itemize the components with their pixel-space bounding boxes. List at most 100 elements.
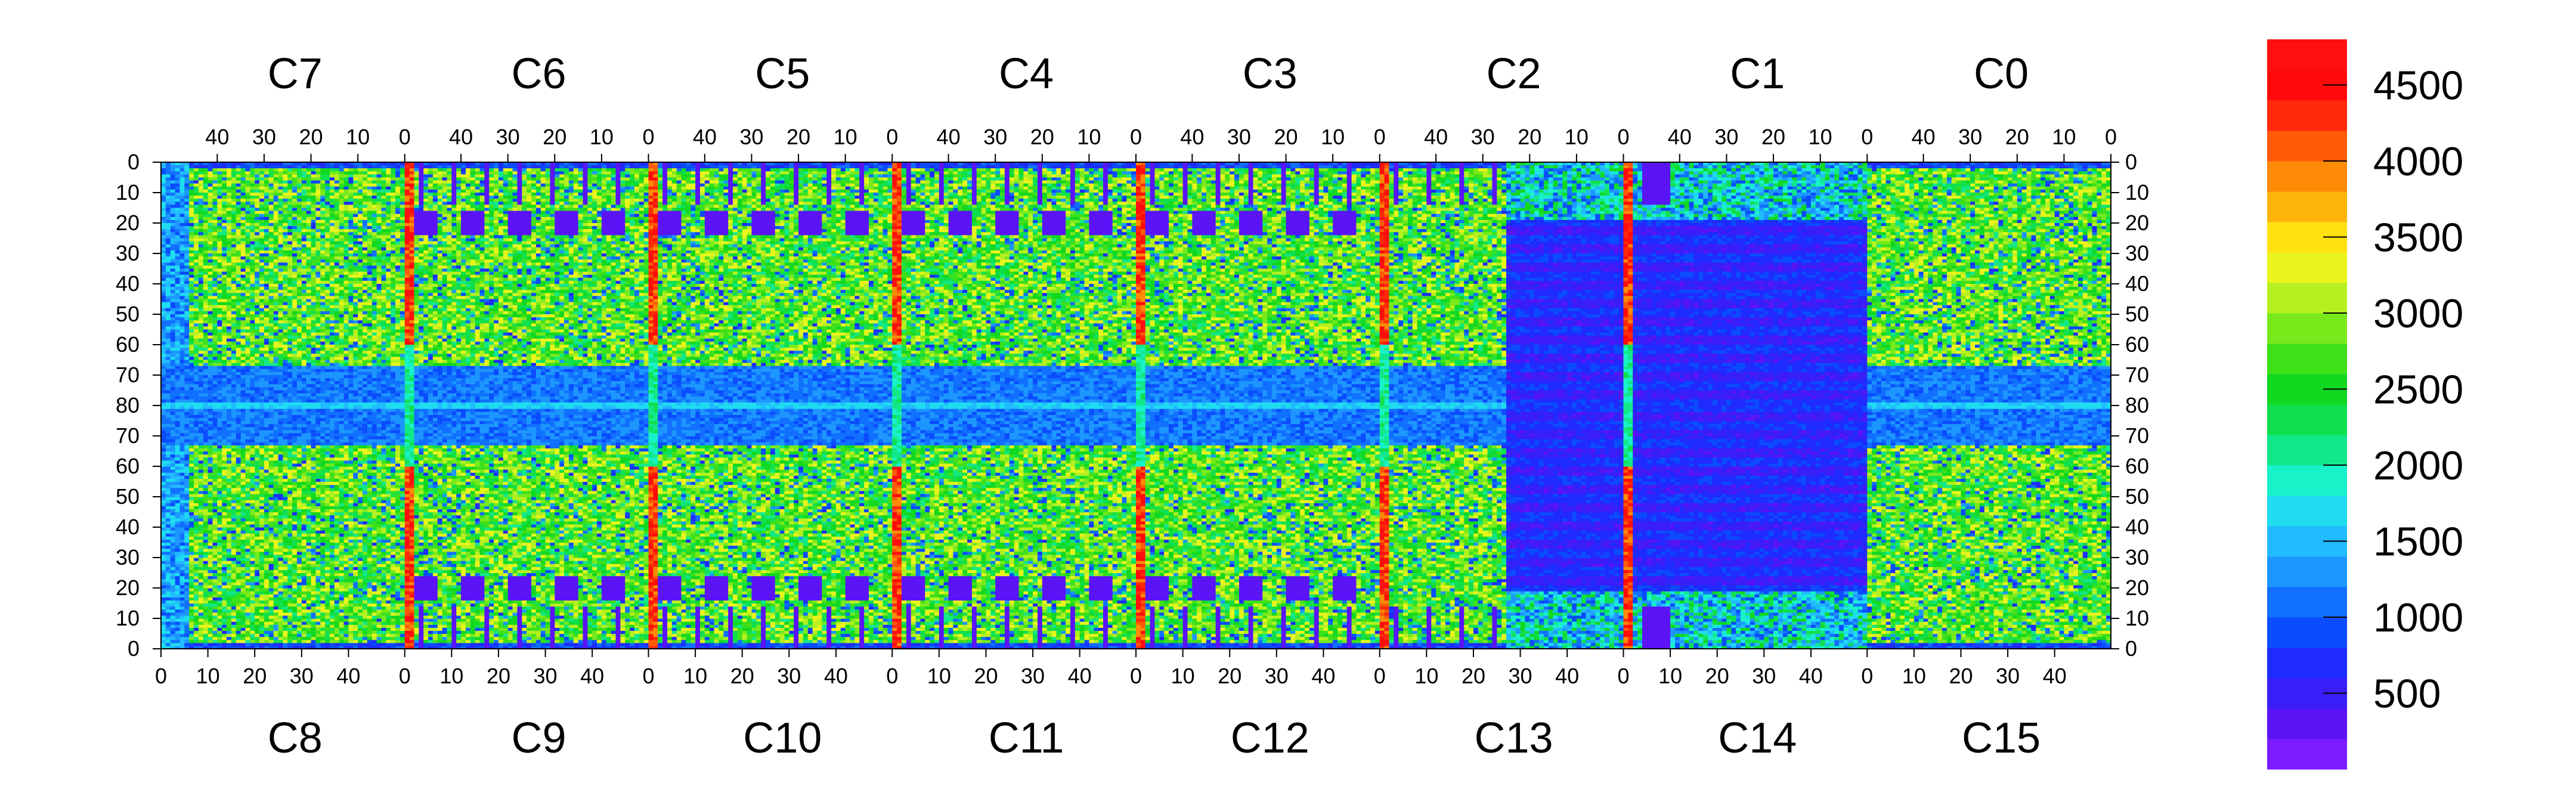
heatmap-cell	[330, 235, 335, 239]
heatmap-cell	[179, 184, 184, 187]
heatmap-cell	[377, 217, 382, 221]
heatmap-cell	[227, 239, 231, 242]
heatmap-cell	[245, 220, 250, 224]
heatmap-cell	[179, 259, 184, 263]
heatmap-cell	[315, 187, 320, 190]
heatmap-cell	[325, 214, 330, 218]
heatmap-cell	[171, 208, 175, 212]
heatmap-cell	[208, 217, 213, 221]
heatmap-cell	[315, 178, 320, 181]
heatmap-cell	[274, 242, 278, 245]
heatmap-cell	[311, 181, 316, 184]
heatmap-cell	[320, 217, 325, 221]
heatmap-cell	[372, 226, 377, 230]
heatmap-cell	[330, 223, 335, 227]
heatmap-cell	[330, 229, 335, 233]
heatmap-cell	[335, 174, 339, 178]
heatmap-cell	[236, 256, 241, 260]
heatmap-cell	[250, 181, 255, 184]
heatmap-cell	[199, 178, 203, 181]
heatmap-cell	[363, 253, 367, 257]
heatmap-cell	[395, 193, 400, 196]
heatmap-cell	[255, 171, 259, 175]
heatmap-cell	[259, 178, 264, 181]
heatmap-cell	[283, 250, 287, 254]
heatmap-cell	[386, 208, 391, 212]
heatmap-cell	[264, 247, 269, 251]
heatmap-cell	[400, 202, 405, 205]
heatmap-cell	[302, 253, 306, 257]
heatmap-cell	[381, 217, 386, 221]
heatmap-cell	[315, 174, 320, 178]
heatmap-cell	[306, 199, 311, 202]
heatmap-cell	[212, 256, 217, 260]
heatmap-cell	[278, 229, 283, 233]
heatmap-cell	[395, 226, 400, 230]
heatmap-cell	[339, 165, 344, 169]
heatmap-cell	[315, 205, 320, 208]
heatmap-cell	[311, 202, 316, 205]
heatmap-cell	[203, 256, 208, 260]
heatmap-cell	[175, 199, 180, 202]
heatmap-cell	[358, 239, 363, 242]
heatmap-cell	[287, 174, 292, 178]
heatmap-cell	[348, 196, 353, 199]
heatmap-cell	[306, 239, 311, 242]
heatmap-cell	[320, 205, 325, 208]
heatmap-cell	[325, 247, 330, 251]
heatmap-cell	[287, 226, 292, 230]
heatmap-cell	[208, 235, 213, 239]
heatmap-cell	[241, 259, 246, 263]
heatmap-cell	[212, 217, 217, 221]
heatmap-cell	[320, 171, 325, 175]
heatmap-cell	[386, 171, 391, 175]
heatmap-cell	[241, 217, 246, 221]
heatmap-cell	[269, 181, 274, 184]
heatmap-cell	[194, 220, 199, 224]
heatmap-cell	[292, 193, 297, 196]
heatmap-cell	[199, 259, 203, 263]
heatmap-cell	[358, 205, 363, 208]
heatmap-cell	[208, 229, 213, 233]
heatmap-cell	[320, 168, 325, 172]
heatmap-cell	[320, 211, 325, 215]
heatmap-cell	[255, 199, 259, 202]
heatmap-cell	[222, 242, 227, 245]
heatmap-cell	[353, 217, 358, 221]
heatmap-cell	[189, 174, 194, 178]
heatmap-cell	[381, 208, 386, 212]
heatmap-cell	[194, 242, 199, 245]
heatmap-cell	[344, 232, 349, 236]
heatmap-cell	[189, 211, 194, 215]
heatmap-cell	[203, 196, 208, 199]
heatmap-cell	[179, 217, 184, 221]
heatmap-cell	[236, 223, 241, 227]
heatmap-cell	[175, 190, 180, 193]
heatmap-cell	[400, 242, 405, 245]
heatmap-cell	[363, 171, 367, 175]
heatmap-cell	[264, 256, 269, 260]
heatmap-cell	[292, 242, 297, 245]
heatmap-cell	[297, 168, 302, 172]
heatmap-cell	[311, 178, 316, 181]
heatmap-cell	[203, 229, 208, 233]
heatmap-cell	[297, 253, 302, 257]
heatmap-cell	[208, 193, 213, 196]
heatmap-cell	[311, 223, 316, 227]
heatmap-cell	[212, 229, 217, 233]
heatmap-cell	[227, 211, 231, 215]
heatmap-cell	[302, 235, 306, 239]
heatmap-cell	[269, 208, 274, 212]
heatmap-cell	[395, 211, 400, 215]
heatmap-cell	[208, 211, 213, 215]
heatmap-cell	[241, 165, 246, 169]
heatmap-cell	[274, 211, 278, 215]
heatmap-cell	[175, 235, 180, 239]
heatmap-cell	[391, 242, 395, 245]
heatmap-cell	[395, 202, 400, 205]
heatmap-cell	[264, 211, 269, 215]
heatmap-cell	[161, 205, 166, 208]
heatmap-cell	[335, 250, 339, 254]
heatmap-cell	[283, 181, 287, 184]
heatmap-cell	[245, 196, 250, 199]
